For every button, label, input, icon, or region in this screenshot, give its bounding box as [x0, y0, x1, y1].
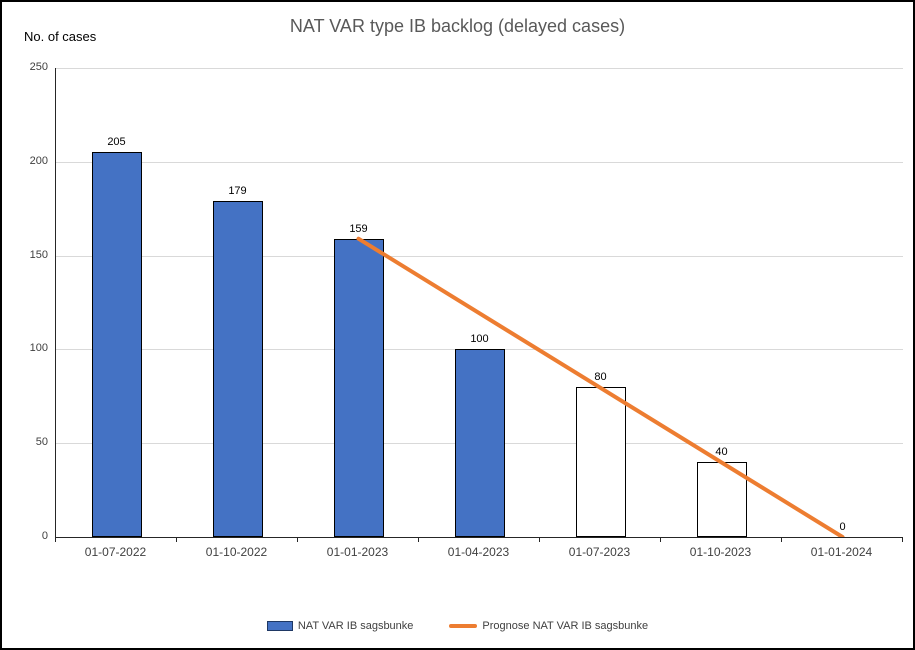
- line-series-swatch-icon: [449, 624, 478, 628]
- bar: [212, 201, 263, 537]
- bar-value-label: 179: [228, 185, 247, 198]
- legend-bar-series-label: NAT VAR IB sagsbunke: [297, 620, 414, 632]
- y-tick-label: 50: [35, 436, 48, 449]
- x-axis-tick: [297, 537, 298, 542]
- legend-line-series-label: Prognose NAT VAR IB sagsbunke: [482, 620, 649, 632]
- chart-title: NAT VAR type IB backlog (delayed cases): [289, 16, 626, 36]
- x-axis-tick: [418, 537, 419, 542]
- y-tick-label: 0: [41, 530, 48, 542]
- bar: [333, 238, 384, 537]
- gridline: [56, 161, 903, 163]
- x-axis-tick: [55, 537, 56, 542]
- bar-value-label: 0: [839, 521, 846, 533]
- x-axis-tick: [902, 537, 903, 542]
- bar-value-label: 159: [349, 222, 368, 235]
- bar-value-label: 40: [715, 445, 728, 458]
- x-tick-label: 01-01-2024: [810, 545, 873, 559]
- plot-area: 205 179 159 100 80 40 0: [55, 68, 903, 538]
- y-tick-label: 250: [29, 61, 48, 73]
- y-tick-label: 100: [29, 342, 48, 355]
- bar-series-swatch-icon: [266, 621, 293, 631]
- legend-item-line-series: Prognose NAT VAR IB sagsbunke: [449, 620, 648, 632]
- bar: [454, 349, 505, 537]
- x-tick-label: 01-10-2023: [689, 545, 752, 559]
- x-tick-label: 01-07-2023: [568, 545, 631, 559]
- x-tick-label: 01-04-2023: [447, 545, 510, 559]
- x-axis-tick: [176, 537, 177, 542]
- y-tick-label: 200: [29, 154, 48, 167]
- bar-value-label: 80: [594, 370, 607, 383]
- bar-value-label: 100: [470, 333, 489, 346]
- prognosis-line: [356, 236, 845, 537]
- bar: [91, 152, 142, 537]
- x-tick-label: 01-10-2022: [205, 545, 268, 559]
- y-tick-label: 150: [29, 248, 48, 261]
- bar-value-label: 205: [107, 136, 126, 149]
- x-tick-label: 01-01-2023: [326, 545, 389, 559]
- gridline: [56, 255, 903, 257]
- x-axis-tick: [660, 537, 661, 542]
- legend-item-bar-series: NAT VAR IB sagsbunke: [266, 620, 414, 632]
- x-axis-tick: [539, 537, 540, 542]
- x-axis-tick: [781, 537, 782, 542]
- x-tick-label: 01-07-2022: [84, 545, 147, 559]
- gridline: [56, 68, 903, 69]
- legend: NAT VAR IB sagsbunke Prognose NAT VAR IB…: [2, 620, 913, 632]
- y-axis-title: No. of cases: [24, 29, 97, 44]
